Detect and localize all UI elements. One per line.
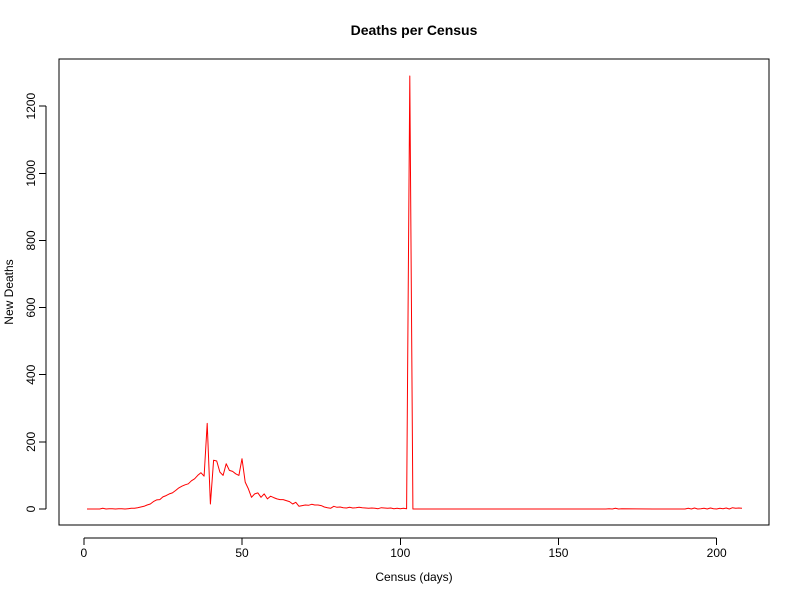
y-axis-label: New Deaths [2,259,16,324]
y-tick-label: 200 [24,432,38,452]
y-tick-label: 1000 [24,160,38,187]
x-axis-label: Census (days) [375,570,452,584]
x-tick-label: 150 [548,546,568,560]
x-axis: 0 50 100 150 200 [80,537,727,560]
y-tick-label: 1200 [24,93,38,120]
y-tick-label: 600 [24,297,38,317]
y-tick-label: 800 [24,230,38,250]
x-tick-label: 0 [80,546,87,560]
y-tick-label: 400 [24,364,38,384]
x-tick-label: 200 [707,546,727,560]
x-tick-label: 100 [390,546,410,560]
plot-frame [58,58,770,526]
x-tick-label: 50 [235,546,249,560]
chart-title: Deaths per Census [351,22,478,38]
y-tick-label: 0 [24,505,38,512]
y-axis: 0 200 400 600 800 1000 1200 [24,93,47,512]
series-layer [87,75,743,510]
series-line [87,75,743,510]
